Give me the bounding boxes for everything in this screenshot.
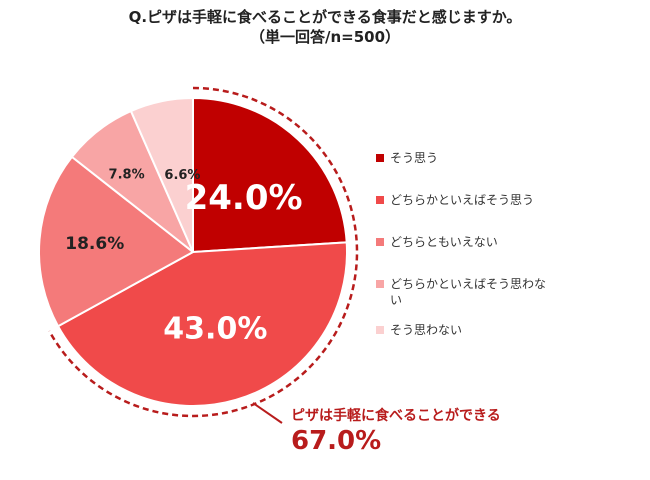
- legend-label: どちらかといえばそう思う: [390, 193, 535, 207]
- callout-text: ピザは手軽に食べることができる: [291, 408, 501, 424]
- pie-slice: [129, 96, 194, 253]
- callout-leader: [252, 402, 283, 424]
- chart-title: Q.ピザは手軽に食べることができる食事だと感じますか。: [128, 8, 522, 26]
- slice-value-label: 6.6%: [164, 168, 200, 183]
- slice-value-label: 7.8%: [109, 168, 145, 183]
- legend-item: どちらかといえばそう思わない: [376, 276, 551, 308]
- legend-item: そう思わない: [376, 322, 551, 338]
- legend-swatch: [376, 196, 384, 204]
- slice-value-label: 18.6%: [65, 234, 124, 254]
- pie-slice: [56, 241, 348, 407]
- pie-slice: [38, 155, 195, 328]
- callout: ピザは手軽に食べることができる 67.0%: [291, 407, 501, 457]
- chart-subtitle: （単一回答/n=500）: [249, 28, 401, 46]
- slice-value-label: 43.0%: [163, 311, 267, 346]
- legend-label: そう思う: [390, 151, 439, 165]
- legend-swatch: [376, 280, 384, 288]
- legend-swatch: [376, 238, 384, 246]
- pie-slice: [192, 96, 348, 254]
- legend-item: そう思う: [376, 150, 551, 166]
- legend-item: どちらともいえない: [376, 234, 551, 250]
- legend-swatch: [376, 326, 384, 334]
- legend-label: どちらともいえない: [390, 235, 498, 249]
- slice-value-label: 24.0%: [185, 178, 303, 218]
- legend-item: どちらかといえばそう思う: [376, 192, 551, 208]
- callout-arc: [48, 86, 359, 418]
- callout-value: 67.0%: [291, 426, 382, 456]
- legend-label: どちらかといえばそう思わない: [390, 277, 547, 307]
- legend-swatch: [376, 154, 384, 162]
- legend-label: そう思わない: [390, 323, 463, 337]
